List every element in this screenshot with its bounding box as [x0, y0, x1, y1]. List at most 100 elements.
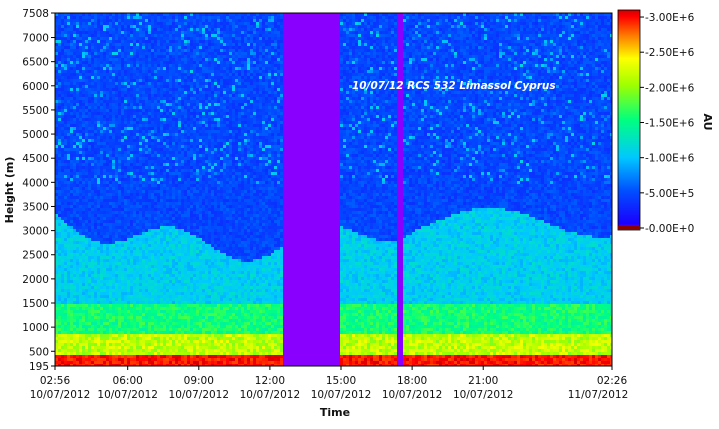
- heatmap-cell: [127, 79, 131, 83]
- heatmap-cell: [133, 91, 137, 95]
- heatmap-cell: [157, 280, 161, 284]
- heatmap-cell: [103, 184, 107, 188]
- heatmap-cell: [169, 115, 173, 119]
- heatmap-cell: [133, 328, 137, 332]
- heatmap-cell: [91, 226, 95, 230]
- heatmap-cell: [79, 100, 83, 104]
- heatmap-cell: [121, 82, 125, 86]
- heatmap-cell: [163, 346, 167, 350]
- heatmap-cell: [103, 202, 107, 206]
- heatmap-cell: [91, 346, 95, 350]
- heatmap-cell: [142, 214, 146, 218]
- heatmap-cell: [148, 142, 152, 146]
- heatmap-cell: [76, 22, 80, 26]
- heatmap-cell: [151, 49, 155, 53]
- heatmap-cell: [172, 55, 176, 59]
- heatmap-cell: [124, 67, 128, 71]
- heatmap-cell: [82, 154, 86, 158]
- heatmap-cell: [70, 295, 74, 299]
- heatmap-cell: [133, 340, 137, 344]
- heatmap-cell: [88, 340, 92, 344]
- heatmap-cell: [91, 274, 95, 278]
- heatmap-cell: [79, 358, 83, 362]
- heatmap-cell: [121, 307, 125, 311]
- heatmap-cell: [55, 247, 59, 251]
- heatmap-cell: [148, 136, 152, 140]
- heatmap-cell: [100, 214, 104, 218]
- heatmap-cell: [121, 46, 125, 50]
- heatmap-cell: [97, 49, 101, 53]
- heatmap-cell: [169, 211, 173, 215]
- heatmap-cell: [79, 325, 83, 329]
- heatmap-cell: [154, 163, 158, 167]
- heatmap-cell: [133, 277, 137, 281]
- heatmap-cell: [109, 265, 113, 269]
- heatmap-cell: [127, 103, 131, 107]
- heatmap-cell: [61, 313, 65, 317]
- heatmap-cell: [139, 40, 143, 44]
- heatmap-cell: [166, 130, 170, 134]
- heatmap-cell: [124, 313, 128, 317]
- heatmap-cell: [73, 349, 77, 353]
- heatmap-cell: [145, 148, 149, 152]
- heatmap-cell: [97, 337, 101, 341]
- heatmap-cell: [55, 349, 59, 353]
- heatmap-cell: [106, 28, 110, 32]
- heatmap-cell: [163, 310, 167, 314]
- heatmap-cell: [136, 52, 140, 56]
- heatmap-cell: [94, 25, 98, 29]
- heatmap-cell: [124, 220, 128, 224]
- heatmap-cell: [136, 217, 140, 221]
- heatmap-cell: [157, 193, 161, 197]
- heatmap-cell: [109, 151, 113, 155]
- heatmap-cell: [154, 160, 158, 164]
- heatmap-cell: [58, 94, 62, 98]
- heatmap-cell: [136, 316, 140, 320]
- heatmap-cell: [106, 58, 110, 62]
- heatmap-cell: [79, 322, 83, 326]
- heatmap-cell: [94, 154, 98, 158]
- heatmap-cell: [85, 94, 89, 98]
- heatmap-cell: [142, 244, 146, 248]
- heatmap-cell: [82, 238, 86, 242]
- heatmap-cell: [178, 265, 182, 269]
- heatmap-cell: [118, 202, 122, 206]
- heatmap-cell: [172, 103, 176, 107]
- heatmap-cell: [151, 142, 155, 146]
- heatmap-cell: [97, 76, 101, 80]
- heatmap-cell: [112, 58, 116, 62]
- heatmap-cell: [148, 166, 152, 170]
- heatmap-cell: [154, 91, 158, 95]
- heatmap-cell: [97, 292, 101, 296]
- heatmap-cell: [85, 166, 89, 170]
- heatmap-cell: [124, 298, 128, 302]
- heatmap-cell: [169, 289, 173, 293]
- heatmap-cell: [160, 166, 164, 170]
- heatmap-cell: [157, 223, 161, 227]
- heatmap-cell: [61, 346, 65, 350]
- heatmap-cell: [127, 235, 131, 239]
- heatmap-cell: [136, 49, 140, 53]
- heatmap-cell: [55, 46, 59, 50]
- heatmap-cell: [76, 190, 80, 194]
- heatmap-cell: [133, 43, 137, 47]
- heatmap-cell: [151, 58, 155, 62]
- heatmap-cell: [124, 343, 128, 347]
- heatmap-cell: [61, 301, 65, 305]
- heatmap-cell: [172, 334, 176, 338]
- heatmap-cell: [139, 115, 143, 119]
- heatmap-cell: [163, 274, 167, 278]
- heatmap-cell: [139, 202, 143, 206]
- heatmap-cell: [94, 235, 98, 239]
- heatmap-cell: [64, 316, 68, 320]
- heatmap-cell: [58, 208, 62, 212]
- heatmap-cell: [127, 187, 131, 191]
- heatmap-cell: [163, 97, 167, 101]
- heatmap-cell: [169, 16, 173, 20]
- heatmap-cell: [94, 196, 98, 200]
- heatmap-cell: [142, 256, 146, 260]
- heatmap-cell: [136, 157, 140, 161]
- heatmap-cell: [154, 358, 158, 362]
- heatmap-cell: [106, 73, 110, 77]
- heatmap-cell: [172, 37, 176, 41]
